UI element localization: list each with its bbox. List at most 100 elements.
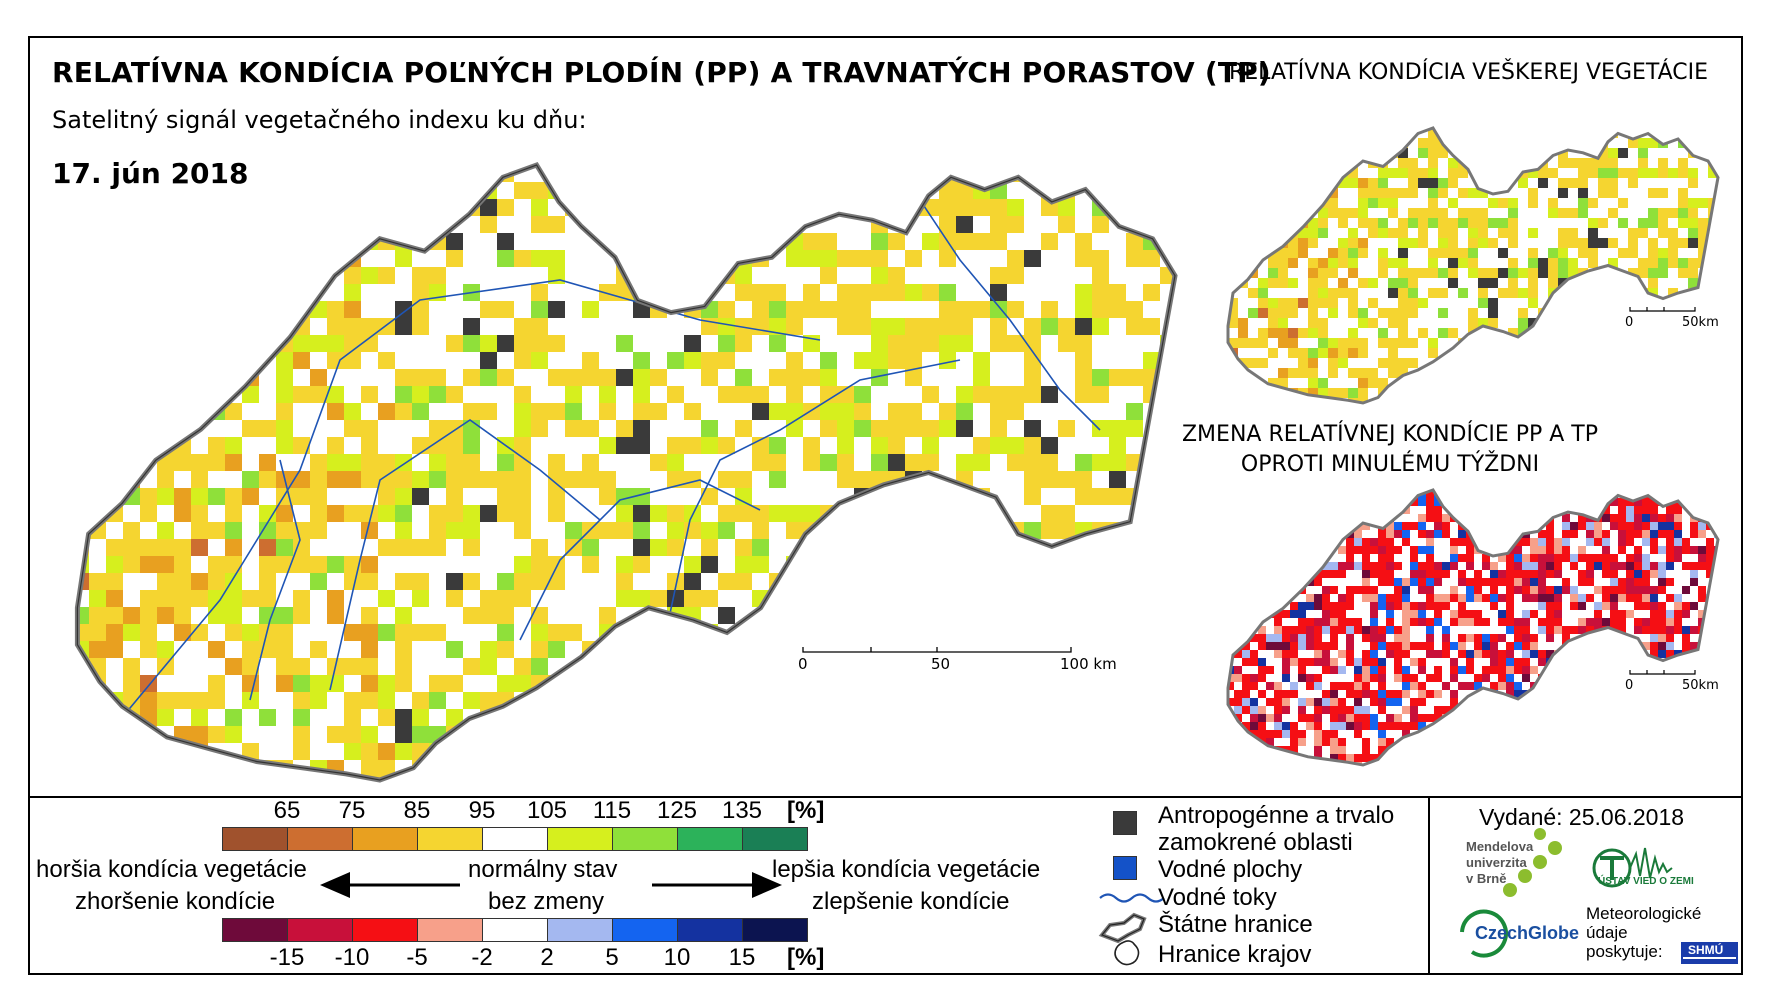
sm2-cell-241: [1282, 530, 1290, 538]
sm2-cell-720: [1228, 618, 1234, 626]
sm2-cell-243: [1306, 530, 1314, 538]
main-cell-153: [990, 216, 1007, 233]
sm2-cell-1106: [1578, 682, 1586, 690]
main-cell-607: [293, 437, 310, 454]
sm2-cell-1569: [1690, 762, 1698, 765]
sm2-cell-1211: [1346, 706, 1354, 714]
main-cell-291: [905, 284, 922, 301]
main-cell-360: [854, 318, 871, 335]
sm2-cell-709: [1610, 610, 1618, 618]
sm2-cell-597: [1322, 594, 1330, 602]
sm2-cell-543: [1634, 578, 1642, 586]
sm1-cell-106: [1498, 158, 1508, 168]
sm1-cell-417: [1428, 258, 1438, 268]
sm1-cell-145: [1588, 168, 1598, 178]
sm2-cell-257: [1442, 530, 1450, 538]
sm2-cell-1012: [1482, 666, 1490, 674]
sm1-cell-809: [1648, 388, 1658, 398]
sm2-cell-773: [1298, 626, 1306, 634]
main-cell-723: [1058, 471, 1075, 488]
main-cell-471: [769, 369, 786, 386]
sm2-cell-369: [1682, 546, 1690, 554]
main-cell-247: [361, 267, 378, 284]
sm2-cell-1283: [1642, 714, 1650, 722]
sm1-cell-410: [1318, 258, 1328, 268]
main-cell-1325: [55, 743, 72, 760]
sm2-cell-494: [1554, 570, 1562, 578]
main-cell-878: [888, 539, 905, 556]
main-cell-53: [429, 182, 446, 199]
sm2-cell-496: [1586, 570, 1594, 578]
sm1-cell-149: [1628, 168, 1638, 178]
sm2-cell-1102: [1538, 682, 1546, 690]
sm2-cell-310: [1498, 538, 1506, 546]
sm2-cell-1274: [1554, 714, 1562, 722]
main-cell-345: [344, 318, 361, 335]
change-unit: [%]: [787, 944, 825, 971]
sm2-cell-113: [1426, 506, 1434, 514]
sm2-cell-691: [1338, 610, 1346, 618]
sm2-cell-859: [1266, 642, 1274, 650]
main-cell-1263: [769, 709, 786, 726]
sm1-cell-302: [1638, 218, 1648, 228]
main-cell-312: [480, 301, 497, 318]
sm2-cell-401: [1562, 554, 1570, 562]
sm2-cell-1389: [1298, 738, 1306, 746]
sm1-cell-503: [1338, 288, 1348, 298]
sm2-cell-381: [1290, 554, 1298, 562]
sm2-cell-97: [1266, 506, 1274, 514]
sm2-cell-1266: [1482, 714, 1490, 722]
main-cell-625: [803, 437, 820, 454]
main-cell-969: [225, 590, 242, 607]
sm2-cell-759: [1642, 618, 1650, 626]
sm2-cell-138: [1242, 514, 1250, 522]
sm2-cell-1370: [1586, 730, 1594, 738]
sm2-cell-682: [1234, 610, 1242, 618]
main-cell-354: [718, 318, 735, 335]
sm2-cell-55: [1338, 498, 1346, 506]
sm1-cell-502: [1328, 288, 1338, 298]
sm2-cell-1063: [1562, 674, 1570, 682]
sm1-cell-650: [1338, 338, 1348, 348]
sm1-cell-782: [1658, 378, 1668, 388]
sm2-cell-1489: [1362, 754, 1370, 762]
sm1-cell-630: [1558, 328, 1568, 338]
main-cell-430: [582, 352, 599, 369]
sm2-cell-1092: [1418, 682, 1426, 690]
sm2-cell-692: [1370, 610, 1378, 618]
main-cell-501: [429, 386, 446, 403]
sm2-cell-1327: [1586, 722, 1594, 730]
main-cell-1333: [242, 743, 259, 760]
sm2-cell-5: [1282, 490, 1290, 498]
sm1-cell-840: [1708, 398, 1718, 403]
sm2-cell-891: [1610, 642, 1618, 650]
sm2-cell-424: [1346, 562, 1354, 570]
sm2-cell-305: [1458, 538, 1466, 546]
sm1-cell-407: [1278, 258, 1288, 268]
main-cell-196: [1126, 233, 1143, 250]
main-cell-171: [310, 233, 327, 250]
main-cell-893: [259, 556, 276, 573]
main-cell-1104: [905, 641, 922, 658]
main-cell-235: [89, 267, 106, 284]
main-cell-992: [1024, 590, 1041, 607]
main-cell-525: [1160, 386, 1175, 403]
sm2-cell-934: [1578, 650, 1586, 658]
sm2-cell-1322: [1546, 722, 1554, 730]
sm2-cell-360: [1562, 546, 1570, 554]
sm2-cell-1380: [1714, 730, 1718, 738]
sm2-cell-673: [1650, 602, 1658, 610]
sm2-cell-1260: [1426, 714, 1434, 722]
main-cell-1360: [973, 743, 990, 760]
sm2-cell-1256: [1386, 714, 1394, 722]
sm1-cell-597: [1518, 318, 1528, 328]
sm2-cell-576: [1594, 586, 1602, 594]
sm2-cell-844: [1562, 634, 1570, 642]
sm2-cell-1180: [1490, 698, 1498, 706]
main-cell-937: [446, 573, 463, 590]
sm2-cell-565: [1474, 586, 1482, 594]
sm2-cell-448: [1586, 562, 1594, 570]
sm1-cell-602: [1578, 318, 1588, 328]
sm2-cell-1559: [1594, 762, 1602, 765]
